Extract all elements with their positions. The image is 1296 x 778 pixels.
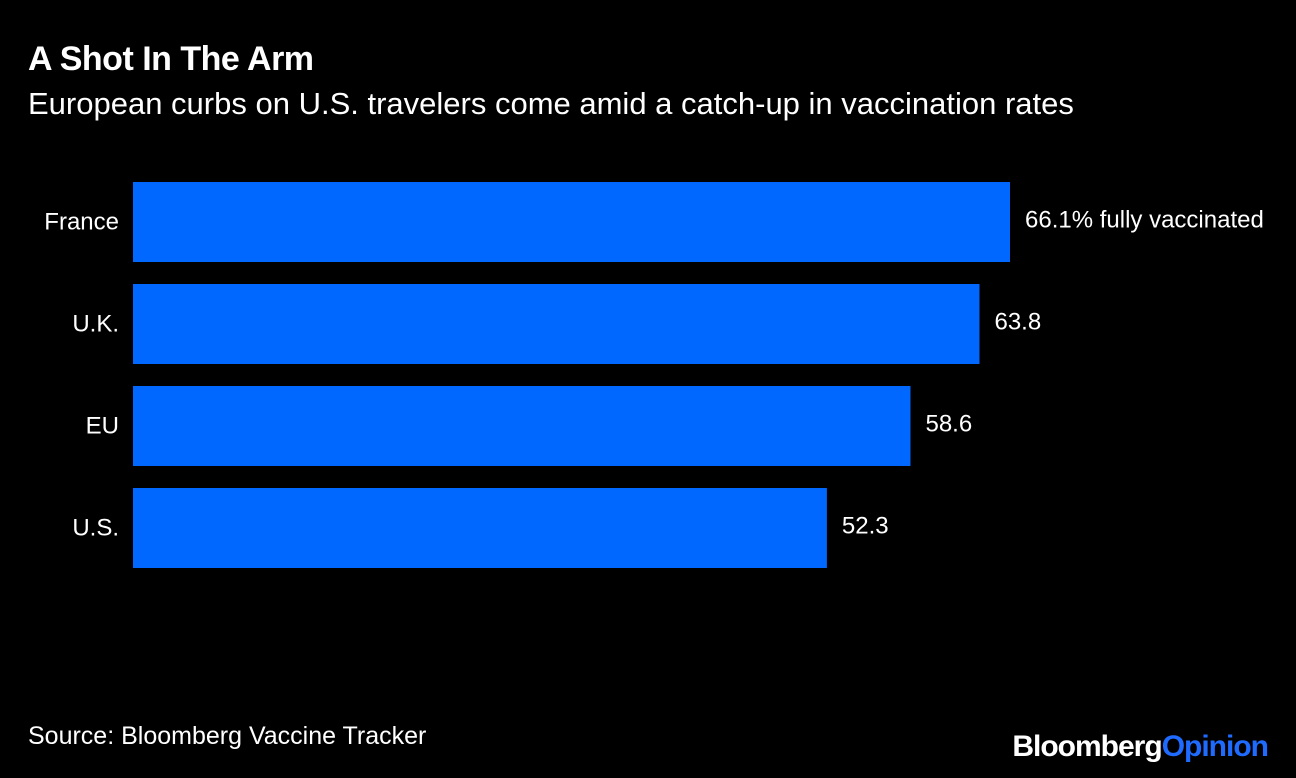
brand-logo: BloombergOpinion <box>1012 730 1269 764</box>
source-note: Source: Bloomberg Vaccine Tracker <box>28 722 427 750</box>
data-label: 52.3 <box>842 513 889 540</box>
bar-eu <box>133 386 911 466</box>
brand-logo-part1: Bloomberg <box>1012 730 1162 763</box>
category-label: France <box>44 209 119 236</box>
bar-france <box>133 182 1010 262</box>
brand-logo-part2: Opinion <box>1161 730 1269 763</box>
category-label: U.S. <box>72 515 119 542</box>
data-label: 63.8 <box>994 309 1041 336</box>
category-label: EU <box>86 413 119 440</box>
data-label: 58.6 <box>925 411 972 438</box>
data-label: 66.1% fully vaccinated <box>1025 207 1264 234</box>
chart-title: A Shot In The Arm <box>28 40 314 78</box>
bar-uk <box>133 284 980 364</box>
bar-us <box>133 488 827 568</box>
chart-subtitle: European curbs on U.S. travelers come am… <box>28 86 1074 121</box>
category-label: U.K. <box>72 311 119 338</box>
